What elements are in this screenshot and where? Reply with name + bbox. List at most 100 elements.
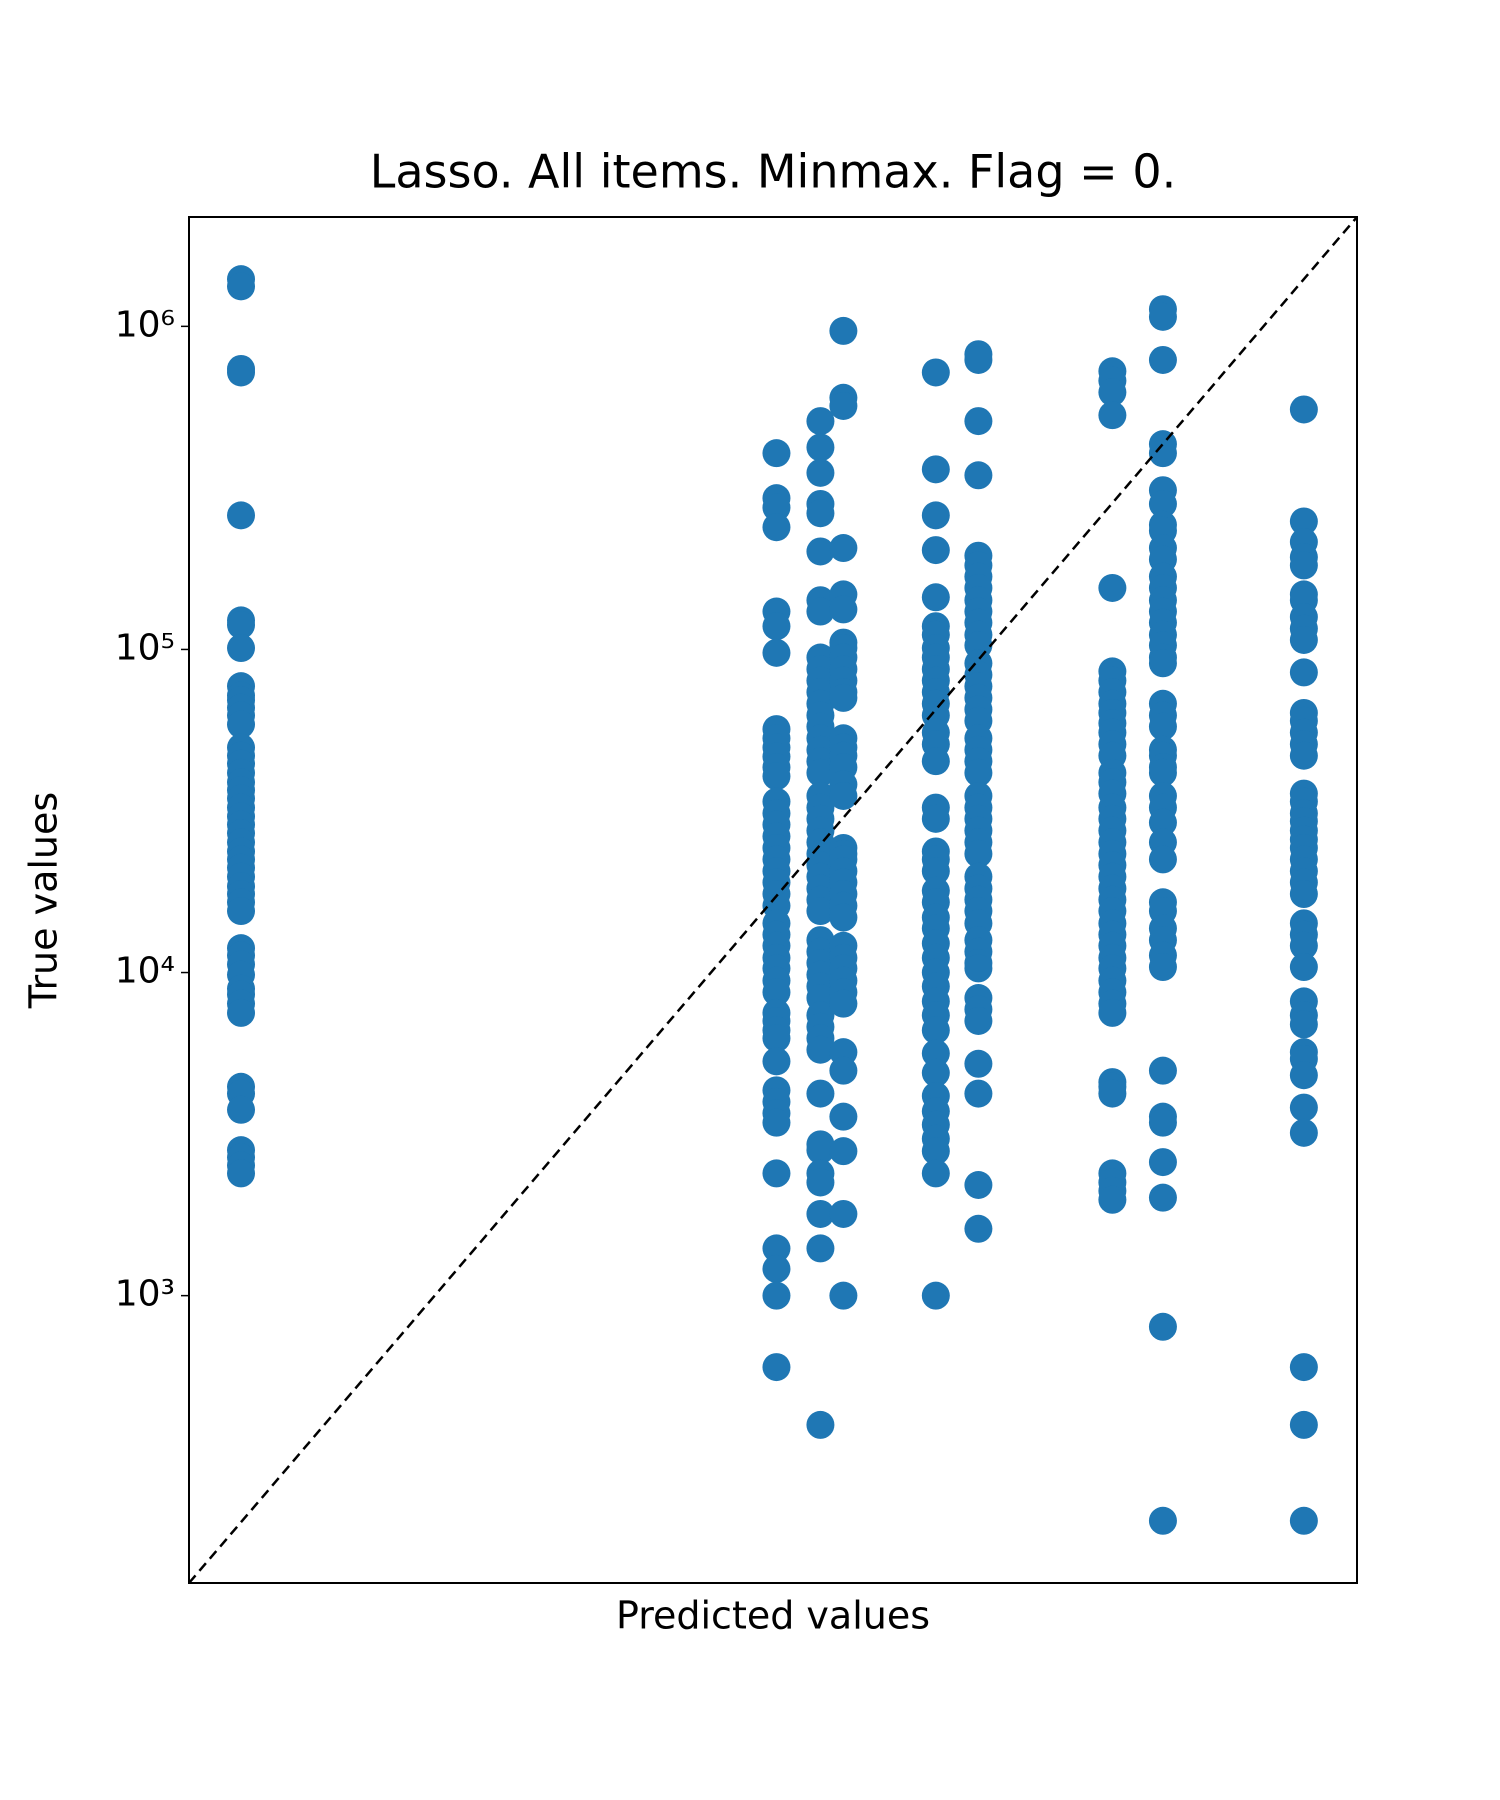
point [762,1047,791,1076]
point [921,747,950,776]
point [1289,953,1318,982]
point [921,1159,950,1188]
point [1098,998,1127,1027]
point [964,1079,993,1108]
point [806,597,835,626]
point [806,499,835,528]
point [762,1254,791,1283]
point [806,433,835,462]
y-tick-label: 10⁴ [115,951,175,992]
point [964,1049,993,1078]
point [806,897,835,926]
point [829,1281,858,1310]
point [1148,649,1177,678]
point [1148,845,1177,874]
point [1148,1148,1177,1177]
point [1098,1185,1127,1214]
point [806,1234,835,1263]
point [1148,302,1177,331]
point [829,903,858,932]
point [227,358,256,387]
point [762,439,791,468]
point [762,612,791,641]
point [227,998,256,1027]
point [1148,1056,1177,1085]
point [762,762,791,791]
point [964,345,993,374]
point [829,534,858,563]
point [1289,931,1318,960]
point [1148,489,1177,518]
point [762,1108,791,1137]
point [227,1095,256,1124]
point [964,758,993,787]
point [806,1168,835,1197]
point [921,358,950,387]
point [806,1136,835,1165]
point [762,493,791,522]
chart-title: Lasso. All items. Minmax. Flag = 0. [370,145,1177,199]
point [829,595,858,624]
point [1289,1410,1318,1439]
point [762,1281,791,1310]
point [921,1039,950,1068]
point [1289,551,1318,580]
point [1289,1061,1318,1090]
point [1148,1506,1177,1535]
point [921,1137,950,1166]
point [1148,1312,1177,1341]
point [964,461,993,490]
point [762,1024,791,1053]
point [829,316,858,345]
point [1289,507,1318,536]
point [762,1159,791,1188]
point [762,1234,791,1263]
point [762,978,791,1007]
point [1289,395,1318,424]
point [921,455,950,484]
y-tick-label: 10⁵ [115,627,175,668]
point [227,501,256,530]
point [762,1353,791,1382]
point [1289,625,1318,654]
point [964,1171,993,1200]
point [1289,1093,1318,1122]
point [227,897,256,926]
point [829,1199,858,1228]
point [1098,1079,1127,1108]
y-axis-label: True values [22,792,66,1009]
point [227,634,256,663]
point [1098,573,1127,602]
point [1289,741,1318,770]
point [921,501,950,530]
point [1098,378,1127,407]
point [1148,758,1177,787]
point [1289,1506,1318,1535]
point [806,1410,835,1439]
point [806,1199,835,1228]
y-tick-label: 10⁶ [115,304,175,345]
point [227,611,256,640]
point [921,1016,950,1045]
point [829,683,858,712]
point [1289,658,1318,687]
point [829,1137,858,1166]
point [1148,808,1177,837]
point [806,537,835,566]
point [806,1079,835,1108]
point [1148,1183,1177,1212]
point [806,458,835,487]
point [1289,1353,1318,1382]
point [921,1058,950,1087]
point [921,583,950,612]
point [806,407,835,436]
point [1289,1010,1318,1039]
point [227,272,256,301]
point [1289,1118,1318,1147]
point [964,1214,993,1243]
point [1148,953,1177,982]
point [921,1281,950,1310]
point [1289,880,1318,909]
